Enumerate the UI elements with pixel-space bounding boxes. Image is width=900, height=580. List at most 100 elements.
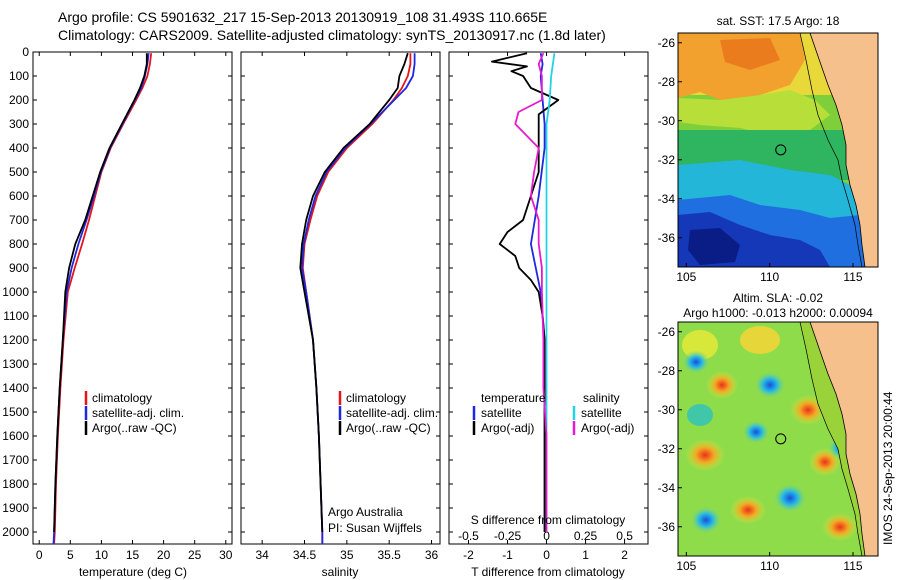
y-tick-label: 100 <box>9 69 29 83</box>
x-tick-label: -1 <box>502 548 513 562</box>
y-tick-label: 1700 <box>2 453 29 467</box>
x-tick-label: 15 <box>126 548 140 562</box>
legend-label-satellite: satellite-adj. clim. <box>92 406 184 420</box>
series-line <box>299 52 409 533</box>
legend-label-argo: Argo(..raw -QC) <box>92 421 177 435</box>
x-tick-label: -2 <box>463 548 474 562</box>
legend-label-t-argo: Argo(-adj) <box>481 421 534 435</box>
difference-panel: -2 -1 0 1 2 -0.5 -0.25 0 0.25 0.5 temperature sal… <box>448 51 649 579</box>
y-tick-label: 600 <box>9 189 29 203</box>
temperature-xlabel: temperature (deg C) <box>79 565 187 579</box>
temperature-panel: 0 5 10 15 20 25 300100200300400500600700800900… <box>2 45 232 579</box>
figure-title-line2: Climatology: CARS2009. Satellite-adjuste… <box>58 27 606 43</box>
sla-map-panel: Altim. SLA: -0.02 Argo h1000: -0.013 h20… <box>658 291 895 573</box>
salinity-panel: 34 34.5 35 35.5 36 climatology satellite-adj… <box>240 51 441 579</box>
legend-label-climatology: climatology <box>346 391 406 405</box>
legend-label-climatology: climatology <box>92 391 152 405</box>
legend-label-t-satellite: satellite <box>481 406 522 420</box>
series-line <box>301 53 412 544</box>
series-line <box>514 52 548 532</box>
map-y-tick-label: -26 <box>658 36 676 50</box>
map-y-tick-label: -34 <box>658 192 676 206</box>
x-tick-label: 20 <box>157 548 171 562</box>
salinity-xlabel: salinity <box>322 565 359 579</box>
y-tick-label: 1300 <box>2 357 29 371</box>
map-y-tick-label: -26 <box>658 325 676 339</box>
legend-header-salinity: salinity <box>583 391 620 405</box>
s-tick-label: 0.25 <box>574 529 598 543</box>
s-tick-label: -0.5 <box>458 529 479 543</box>
x-tick-label: 36 <box>425 548 439 562</box>
difference-xlabel: T difference from climatology <box>471 565 625 579</box>
temperature-ticks: 0 5 10 15 20 25 300100200300400500600700800900… <box>2 45 232 562</box>
y-tick-label: 1200 <box>2 333 29 347</box>
sst-map-title: sat. SST: 17.5 Argo: 18 <box>717 14 840 28</box>
s-difference-title: S difference from climatology <box>471 513 626 527</box>
y-tick-label: 1500 <box>2 405 29 419</box>
y-tick-label: 500 <box>9 165 29 179</box>
map-x-tick-label: 110 <box>760 270 779 284</box>
y-tick-label: 400 <box>9 141 29 155</box>
s-tick-label: 0 <box>543 529 550 543</box>
sst-map-panel: sat. SST: 17.5 Argo: 18 105 110 115 -26 -28 -… <box>658 14 879 284</box>
credit-line1: Argo Australia <box>328 505 403 519</box>
figure-title-line1: Argo profile: CS 5901632_217 15-Sep-2013… <box>58 9 547 25</box>
legend-label-satellite: satellite-adj. clim. <box>346 406 438 420</box>
x-tick-label: 1 <box>582 548 589 562</box>
y-tick-label: 1800 <box>2 477 29 491</box>
series-line <box>53 53 148 533</box>
salinity-ticks: 34 34.5 35 35.5 36 <box>241 51 440 562</box>
salinity-axes-frame <box>240 51 441 545</box>
sst-map-frame <box>677 32 879 268</box>
difference-ticks: -2 -1 0 1 2 -0.5 -0.25 0 0.25 0.5 <box>449 51 648 562</box>
difference-axes-frame <box>448 51 649 545</box>
y-tick-label: 1100 <box>3 309 29 323</box>
map-y-tick-label: -32 <box>658 442 676 456</box>
map-y-tick-label: -32 <box>658 153 676 167</box>
map-y-tick-label: -30 <box>658 114 676 128</box>
map-y-tick-label: -36 <box>658 231 676 245</box>
x-tick-label: 10 <box>95 548 109 562</box>
y-tick-label: 1900 <box>2 501 29 515</box>
x-tick-label: 0 <box>543 548 550 562</box>
y-tick-label: 1600 <box>2 429 29 443</box>
temperature-legend: climatology satellite-adj. clim. Argo(..… <box>84 391 184 435</box>
y-tick-label: 1400 <box>2 381 29 395</box>
y-tick-label: 900 <box>9 261 29 275</box>
temperature-lines <box>52 53 153 544</box>
sla-map-field <box>678 322 878 556</box>
legend-label-s-satellite: satellite <box>581 406 622 420</box>
x-tick-label: 2 <box>621 548 628 562</box>
x-tick-label: 34.5 <box>293 548 317 562</box>
map-x-tick-label: 115 <box>843 270 862 284</box>
map-x-tick-label: 110 <box>760 559 779 573</box>
y-tick-label: 200 <box>9 93 29 107</box>
map-x-tick-label: 105 <box>676 270 696 284</box>
x-tick-label: 5 <box>67 548 74 562</box>
series-line <box>490 52 560 532</box>
x-tick-label: 0 <box>36 548 43 562</box>
series-line <box>53 53 153 544</box>
x-tick-label: 35.5 <box>378 548 402 562</box>
y-tick-label: 1000 <box>2 285 29 299</box>
map-y-tick-label: -36 <box>658 520 676 534</box>
x-tick-label: 35 <box>340 548 354 562</box>
x-tick-label: 30 <box>219 548 233 562</box>
y-tick-label: 300 <box>9 117 29 131</box>
map-y-tick-label: -30 <box>658 403 676 417</box>
x-tick-label: 25 <box>188 548 202 562</box>
y-tick-label: 0 <box>22 45 29 59</box>
s-tick-label: -0.25 <box>494 529 522 543</box>
legend-label-s-argo: Argo(-adj) <box>581 421 634 435</box>
legend-header-temperature: temperature <box>481 391 546 405</box>
s-tick-label: 0.5 <box>616 529 633 543</box>
argo-float-marker <box>775 144 787 156</box>
credit-line2: PI: Susan Wijffels <box>328 521 422 535</box>
salinity-lines <box>299 52 416 544</box>
sla-map-frame <box>677 321 879 557</box>
y-tick-label: 2000 <box>2 525 29 539</box>
y-tick-label: 700 <box>9 213 29 227</box>
sla-map-title: Altim. SLA: -0.02 <box>733 291 823 305</box>
sla-map-ticks: 105 110 115 -26 -28 -30 -32 -34 -36 <box>658 325 863 573</box>
